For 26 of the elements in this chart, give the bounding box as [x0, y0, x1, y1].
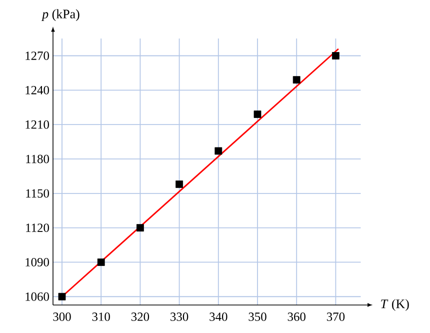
x-tick-label: 370 [326, 312, 345, 321]
point [176, 180, 183, 188]
x-axis-title: T (K) [381, 299, 409, 311]
y-axis-title: p (kPa) [41, 9, 80, 22]
point [332, 52, 340, 60]
point [97, 258, 105, 266]
x-tick-label: 330 [170, 312, 188, 321]
point [136, 224, 144, 232]
x-tick-label: 340 [210, 312, 228, 321]
point [214, 147, 222, 155]
x-tick-label: 350 [248, 312, 266, 321]
y-tick-label: 1120 [26, 224, 50, 232]
point [292, 76, 300, 84]
x-tick-label: 360 [288, 312, 306, 321]
y-tick-label: 1240 [26, 86, 50, 94]
point [58, 292, 66, 300]
y-tick-label: 1270 [26, 52, 50, 60]
y-tick-label: 1210 [26, 120, 50, 129]
x-tick-label: 320 [131, 312, 150, 321]
y-tick-label: 1090 [26, 258, 50, 266]
y-tick-label: 1180 [26, 154, 50, 164]
point [254, 110, 262, 118]
x-tick-label: 300 [53, 312, 71, 321]
x-tick-label: 310 [92, 312, 110, 321]
y-tick-label: 1150 [26, 189, 50, 198]
y-tick-label: 1060 [26, 292, 50, 301]
